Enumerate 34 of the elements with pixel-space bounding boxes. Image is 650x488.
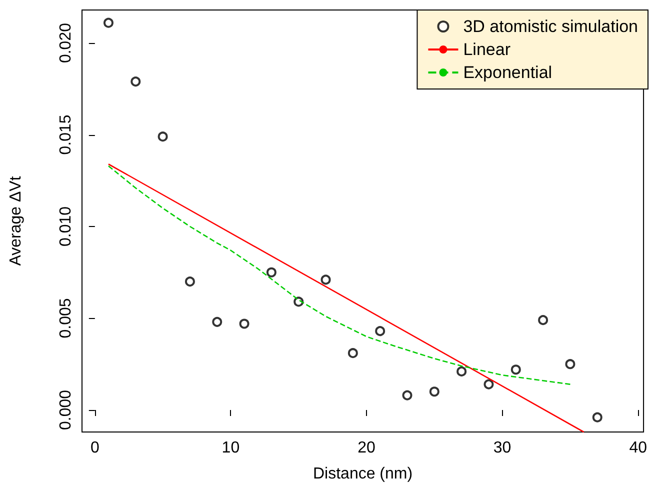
legend-label: Linear bbox=[463, 40, 511, 59]
point bbox=[484, 379, 494, 390]
x-tick-label: 20 bbox=[358, 440, 376, 456]
y-tick-label: 0.010 bbox=[58, 206, 74, 247]
point bbox=[538, 315, 548, 326]
x-tick-label: 10 bbox=[222, 440, 240, 456]
legend-label: Exponential bbox=[463, 63, 552, 82]
point bbox=[212, 316, 222, 327]
point bbox=[184, 276, 195, 287]
point bbox=[402, 390, 412, 400]
point bbox=[320, 274, 331, 285]
point bbox=[103, 18, 114, 28]
point bbox=[239, 318, 250, 329]
y-tick-label: 0.020 bbox=[58, 22, 74, 64]
point bbox=[266, 267, 276, 278]
y-tick-label: 0.015 bbox=[58, 114, 74, 155]
point bbox=[130, 76, 141, 87]
y-axis-title: Average ΔVt bbox=[8, 176, 24, 266]
point bbox=[565, 359, 576, 370]
point bbox=[158, 132, 168, 142]
line-series bbox=[108, 165, 571, 385]
y-tick-label: 0.000 bbox=[58, 390, 74, 430]
point bbox=[348, 348, 358, 358]
x-tick-label: 40 bbox=[629, 440, 648, 456]
y-tick-label: 0.005 bbox=[58, 298, 74, 338]
x-tick-label: 30 bbox=[493, 440, 512, 456]
x-tick-label: 0 bbox=[90, 440, 100, 456]
legend-label: 3D atomistic simulation bbox=[463, 17, 638, 36]
point bbox=[510, 364, 521, 375]
point bbox=[429, 386, 440, 397]
point bbox=[456, 366, 467, 376]
x-axis-title: Distance (nm) bbox=[312, 466, 413, 482]
point bbox=[375, 326, 386, 336]
point bbox=[592, 412, 602, 422]
